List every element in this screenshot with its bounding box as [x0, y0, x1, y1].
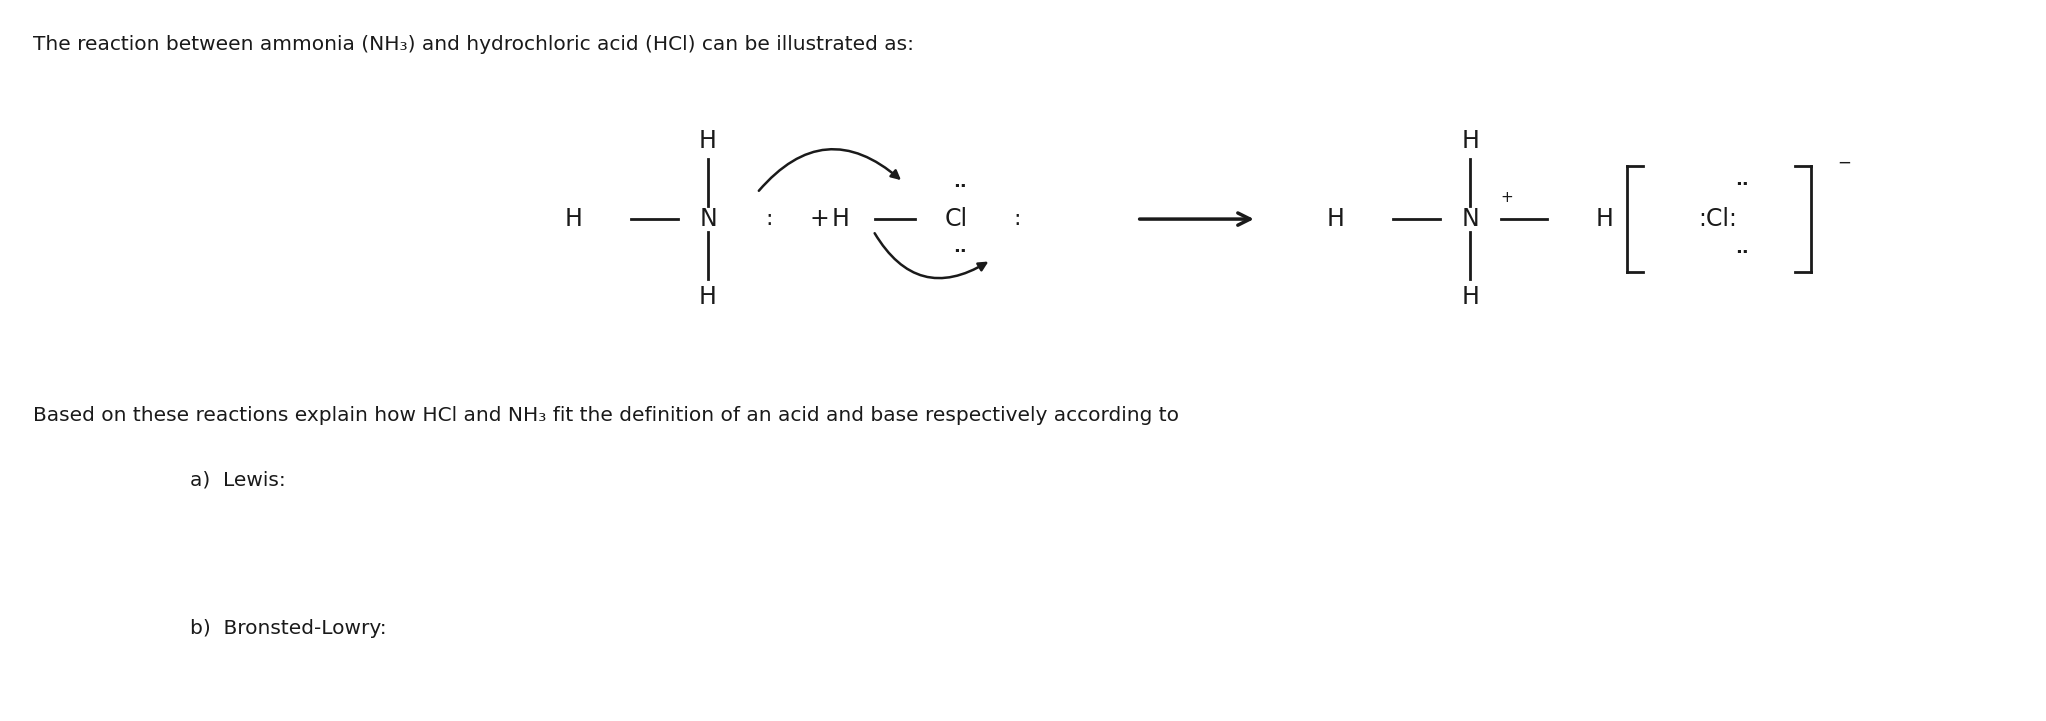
Text: N: N	[1461, 207, 1479, 231]
Text: :: :	[1013, 209, 1021, 229]
Text: H: H	[1328, 207, 1344, 231]
Text: +: +	[1500, 190, 1514, 205]
Text: :Cl:: :Cl:	[1698, 207, 1737, 231]
Text: The reaction between ammonia (NH₃) and hydrochloric acid (HCl) can be illustrate: The reaction between ammonia (NH₃) and h…	[33, 35, 915, 54]
Text: b)  Bronsted-Lowry:: b) Bronsted-Lowry:	[190, 619, 387, 637]
Text: +: +	[810, 207, 831, 231]
Text: H: H	[831, 207, 849, 231]
FancyArrowPatch shape	[874, 233, 986, 278]
Text: ··: ··	[953, 178, 968, 196]
Text: H: H	[700, 129, 716, 154]
Text: ··: ··	[1735, 176, 1749, 194]
Text: N: N	[700, 207, 716, 231]
Text: ··: ··	[1735, 244, 1749, 262]
Text: H: H	[1461, 285, 1479, 309]
Text: Cl: Cl	[945, 207, 968, 231]
Text: −: −	[1837, 154, 1852, 172]
Text: a)  Lewis:: a) Lewis:	[190, 470, 286, 489]
FancyArrowPatch shape	[759, 149, 898, 191]
Text: Based on these reactions explain how HCl and NH₃ fit the definition of an acid a: Based on these reactions explain how HCl…	[33, 407, 1178, 425]
Text: H: H	[700, 285, 716, 309]
Text: H: H	[1461, 129, 1479, 154]
Text: H: H	[1596, 207, 1612, 231]
Text: ··: ··	[953, 243, 968, 261]
Text: :: :	[765, 209, 773, 229]
Text: H: H	[565, 207, 583, 231]
